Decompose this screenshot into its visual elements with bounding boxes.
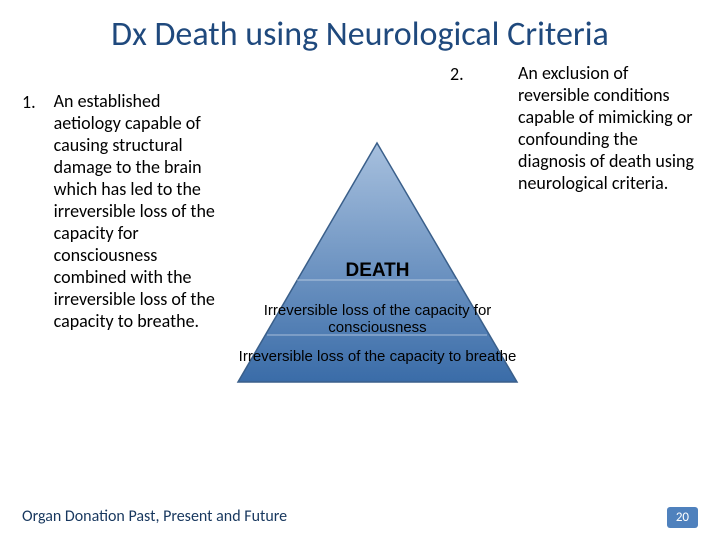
list-number-1: 1. (22, 91, 50, 113)
list-item-2: An exclusion of reversible conditions ca… (518, 63, 698, 195)
list-item-1: 1. An established aetiology capable of c… (22, 91, 232, 332)
triangle-diagram: DEATH Irreversible loss of the capacity … (235, 140, 520, 385)
page-number-badge: 20 (667, 507, 698, 528)
triangle-label-top: DEATH (235, 260, 520, 282)
page-title: Dx Death using Neurological Criteria (0, 0, 720, 55)
content-area: 1. An established aetiology capable of c… (0, 55, 720, 485)
list-text-2: An exclusion of reversible conditions ca… (518, 63, 698, 195)
triangle-label-mid: Irreversible loss of the capacity for co… (235, 302, 520, 337)
footer-text: Organ Donation Past, Present and Future (22, 507, 287, 526)
list-text-1: An established aetiology capable of caus… (54, 91, 232, 332)
triangle-label-bot: Irreversible loss of the capacity to bre… (235, 348, 520, 365)
list-number-2: 2. (450, 63, 464, 85)
